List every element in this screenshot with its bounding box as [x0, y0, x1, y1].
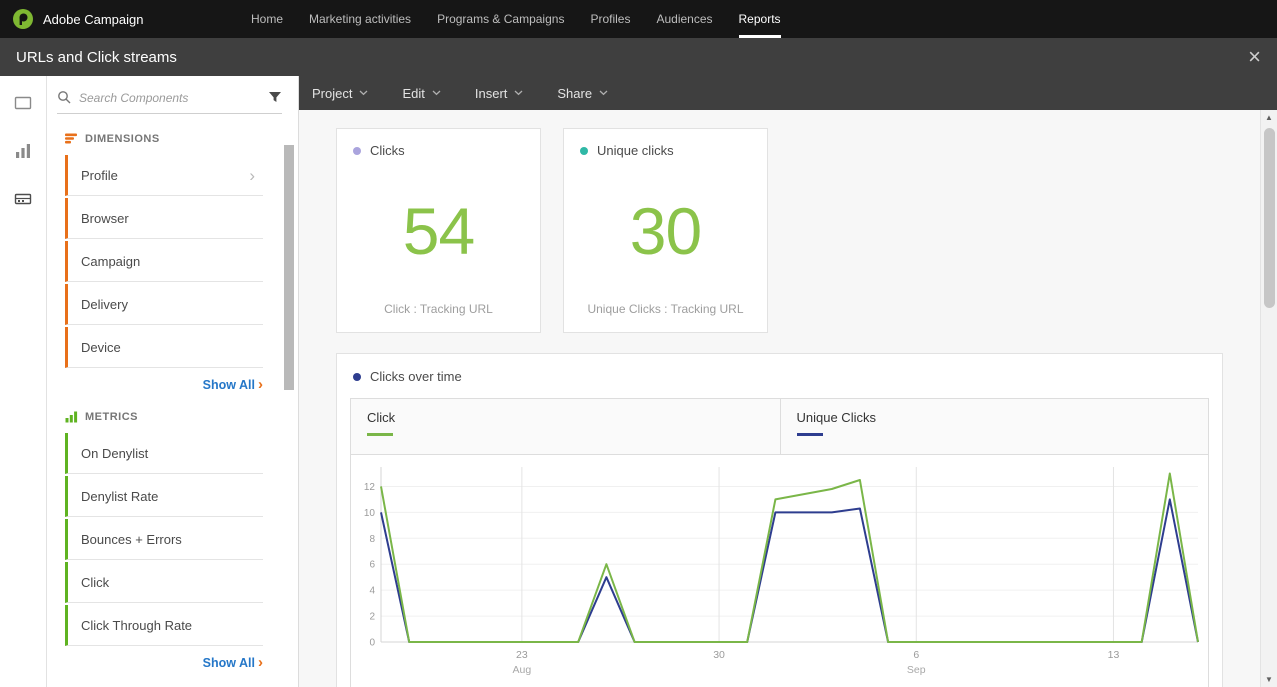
page-layout-icon[interactable]	[12, 92, 34, 114]
report-title-bar: URLs and Click streams ×	[0, 38, 1277, 76]
nav-item-marketing-activities[interactable]: Marketing activities	[309, 12, 412, 26]
bar-chart-icon[interactable]	[12, 140, 34, 162]
panel-scrollbar-thumb[interactable]	[284, 145, 294, 390]
page-title: URLs and Click streams	[16, 48, 177, 66]
top-nav: Adobe Campaign Home Marketing activities…	[0, 0, 1277, 38]
chart-panel-title: Clicks over time	[370, 369, 462, 384]
main-scrollbar-thumb[interactable]	[1264, 128, 1275, 308]
left-icon-rail	[0, 76, 47, 687]
dimension-item-campaign[interactable]: Campaign	[65, 241, 263, 282]
svg-text:Aug: Aug	[513, 664, 532, 676]
filter-funnel-icon[interactable]	[268, 91, 282, 104]
menu-insert[interactable]: Insert	[475, 86, 524, 101]
kpi-cards-row: Clicks 54 Click : Tracking URL Unique cl…	[336, 128, 1247, 333]
report-toolbar: Project Edit Insert Share	[299, 76, 1277, 110]
brand-label: Adobe Campaign	[43, 11, 144, 27]
data-grid-icon[interactable]	[12, 188, 34, 210]
kpi-value-unique-clicks: 30	[629, 194, 702, 268]
dimension-item-device[interactable]: Device	[65, 327, 263, 368]
tab-unique-clicks[interactable]: Unique Clicks	[779, 399, 1209, 454]
svg-text:12: 12	[364, 482, 376, 493]
nav-item-audiences[interactable]: Audiences	[656, 12, 713, 26]
metrics-show-all-link[interactable]: Show All ›	[202, 654, 263, 671]
chart-box: Click Unique Clicks 0 2 4 6 8 10 12 23 Aug 30 6 Sep…	[350, 398, 1209, 687]
clicks-bullet-icon	[353, 146, 361, 155]
kpi-card-unique-clicks: Unique clicks 30 Unique Clicks : Trackin…	[563, 128, 768, 333]
metrics-header: METRICS	[65, 410, 298, 423]
show-all-arrow-icon: ›	[258, 376, 263, 393]
search-input[interactable]	[79, 90, 261, 105]
kpi-value-clicks: 54	[402, 194, 475, 268]
scroll-up-icon[interactable]: ▲	[1265, 113, 1273, 122]
unique-clicks-bullet-icon	[580, 146, 588, 155]
kpi-caption: Unique Clicks : Tracking URL	[587, 302, 744, 316]
main-nav: Home Marketing activities Programs & Cam…	[238, 0, 794, 38]
dimensions-header: DIMENSIONS	[65, 132, 298, 145]
metric-item-on-denylist[interactable]: On Denylist	[65, 433, 263, 474]
dimensions-group: DIMENSIONS Profile › Browser Campaign De…	[47, 132, 298, 392]
kpi-card-label: Clicks	[370, 143, 405, 158]
svg-text:4: 4	[369, 586, 375, 597]
chevron-right-icon: ›	[249, 165, 255, 185]
menu-share[interactable]: Share	[557, 86, 608, 101]
dimensions-icon	[65, 133, 77, 144]
kpi-card-label: Unique clicks	[597, 143, 674, 158]
svg-text:8: 8	[369, 534, 375, 545]
metric-item-click-through-rate[interactable]: Click Through Rate	[65, 605, 263, 646]
metrics-icon	[65, 411, 78, 423]
menu-edit[interactable]: Edit	[402, 86, 441, 101]
svg-text:6: 6	[369, 560, 375, 571]
chart-series-tabs: Click Unique Clicks	[351, 399, 1208, 455]
tab-unique-clicks-underline	[796, 433, 823, 436]
show-all-arrow-icon: ›	[258, 654, 263, 671]
workspace: DIMENSIONS Profile › Browser Campaign De…	[0, 76, 1277, 687]
dimension-item-profile[interactable]: Profile ›	[65, 155, 263, 196]
svg-text:2: 2	[369, 612, 375, 623]
tab-click-underline	[367, 433, 393, 436]
dimensions-header-label: DIMENSIONS	[85, 132, 160, 145]
svg-text:6: 6	[913, 649, 919, 661]
tab-click[interactable]: Click	[351, 399, 780, 454]
svg-text:10: 10	[364, 508, 376, 519]
menu-project[interactable]: Project	[312, 86, 368, 101]
search-icon	[58, 91, 71, 104]
search-row	[57, 90, 282, 114]
nav-item-profiles[interactable]: Profiles	[590, 12, 631, 26]
chevron-down-icon	[432, 90, 441, 96]
report-content: Clicks 54 Click : Tracking URL Unique cl…	[299, 110, 1277, 687]
clicks-over-time-bullet-icon	[353, 372, 361, 381]
svg-text:13: 13	[1108, 649, 1120, 661]
svg-text:Sep: Sep	[907, 664, 926, 676]
dimension-item-delivery[interactable]: Delivery	[65, 284, 263, 325]
metric-item-click[interactable]: Click	[65, 562, 263, 603]
adobe-campaign-logo	[13, 9, 33, 29]
components-panel: DIMENSIONS Profile › Browser Campaign De…	[47, 76, 299, 687]
kpi-caption: Click : Tracking URL	[384, 302, 493, 316]
metrics-group: METRICS On Denylist Denylist Rate Bounce…	[47, 410, 298, 670]
nav-item-reports[interactable]: Reports	[726, 0, 794, 38]
svg-text:23: 23	[516, 649, 528, 661]
nav-item-programs-campaigns[interactable]: Programs & Campaigns	[437, 12, 565, 26]
clicks-over-time-panel: Clicks over time Click Unique Clicks	[336, 353, 1223, 687]
close-icon[interactable]: ×	[1248, 44, 1261, 69]
metric-item-bounces-errors[interactable]: Bounces + Errors	[65, 519, 263, 560]
metric-item-denylist-rate[interactable]: Denylist Rate	[65, 476, 263, 517]
chart-plot-area: 0 2 4 6 8 10 12 23 Aug 30 6 Sep 13	[351, 455, 1208, 687]
clicks-over-time-chart: 0 2 4 6 8 10 12 23 Aug 30 6 Sep 13	[364, 467, 1199, 676]
chevron-down-icon	[360, 90, 368, 96]
main-area: Project Edit Insert Share C	[299, 76, 1277, 687]
main-scrollbar[interactable]: ▲ ▼	[1260, 110, 1277, 687]
metrics-header-label: METRICS	[85, 410, 138, 423]
chevron-down-icon	[514, 90, 523, 96]
dimensions-show-all-link[interactable]: Show All ›	[202, 376, 263, 393]
nav-item-home[interactable]: Home	[251, 12, 284, 26]
scroll-down-icon[interactable]: ▼	[1265, 675, 1273, 684]
kpi-card-clicks: Clicks 54 Click : Tracking URL	[336, 128, 541, 333]
chevron-down-icon	[599, 90, 608, 96]
svg-text:0: 0	[369, 638, 375, 649]
dimension-item-browser[interactable]: Browser	[65, 198, 263, 239]
svg-text:30: 30	[713, 649, 725, 661]
adobe-campaign-brand[interactable]: Adobe Campaign	[0, 0, 188, 38]
